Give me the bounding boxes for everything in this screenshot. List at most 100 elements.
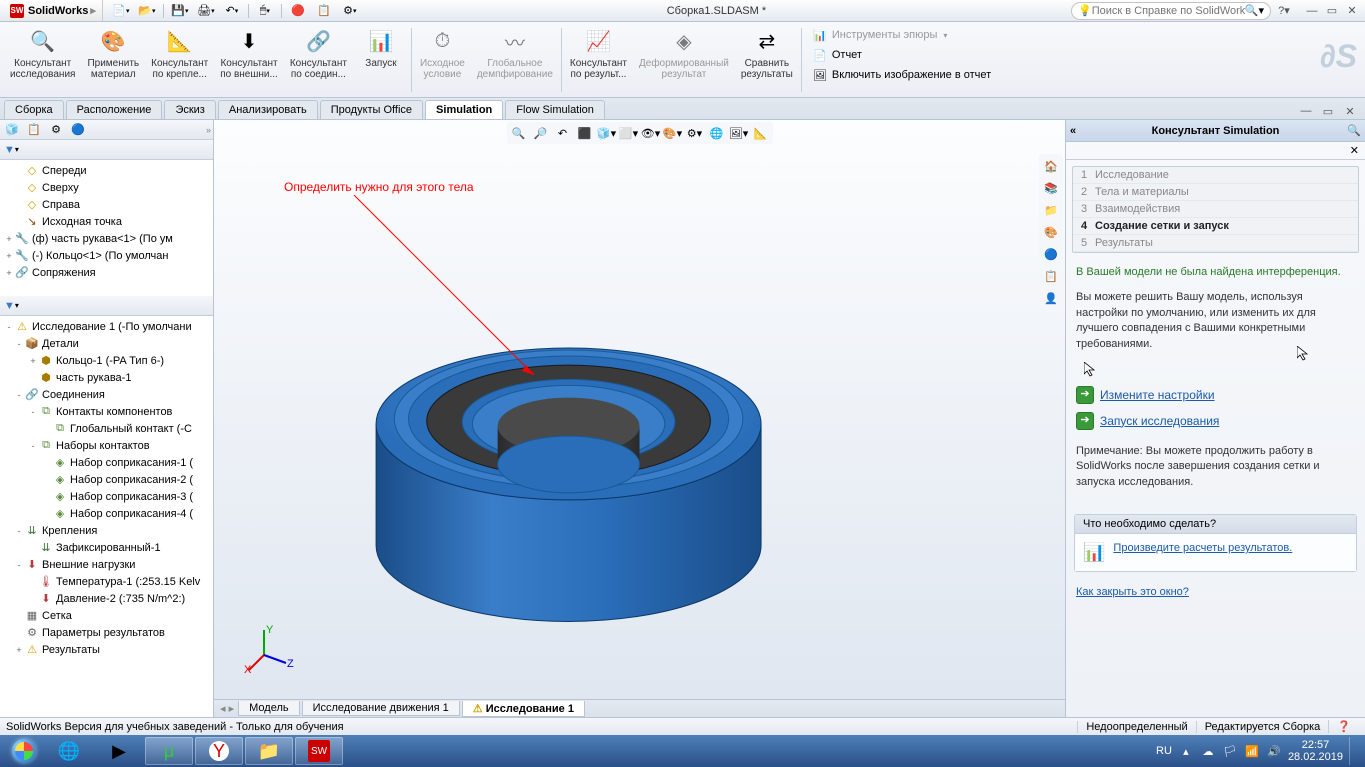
motion-tab-0[interactable]: Модель — [238, 701, 299, 716]
task-utorrent[interactable]: μ — [145, 737, 193, 765]
ribbon-item-0[interactable]: 🔍Консультантисследования — [4, 24, 81, 82]
undo-button[interactable]: ↶▾ — [220, 2, 244, 20]
tab-анализировать[interactable]: Анализировать — [218, 100, 318, 119]
tray-clock[interactable]: 22:57 28.02.2019 — [1288, 739, 1343, 763]
ribbon-side-1[interactable]: 📄Отчет — [810, 46, 993, 64]
ribbon-item-1[interactable]: 🎨Применитьматериал — [81, 24, 145, 82]
task-explorer[interactable]: 📁 — [245, 737, 293, 765]
consultant-step-4[interactable]: 5Результаты — [1073, 235, 1358, 252]
minimize-button[interactable]: — — [1303, 3, 1321, 19]
show-desktop-button[interactable] — [1349, 737, 1357, 765]
tree-filter[interactable]: ▼▾ — [0, 140, 213, 160]
tab-simulation[interactable]: Simulation — [425, 100, 503, 119]
tree-node[interactable]: ◇Сверху — [0, 179, 213, 196]
calc-results-link[interactable]: Произведите расчеты результатов. — [1113, 542, 1292, 554]
lang-indicator[interactable]: RU — [1156, 745, 1172, 757]
consultant-step-3[interactable]: 4Создание сетки и запуск — [1073, 218, 1358, 235]
tab-flow simulation[interactable]: Flow Simulation — [505, 100, 605, 119]
tree-node[interactable]: -🔗Соединения — [0, 386, 213, 403]
task-wmp[interactable]: ▶ — [95, 737, 143, 765]
help-search[interactable]: 💡 🔍▾ — [1071, 2, 1271, 20]
tree-node[interactable]: ◈Набор соприкасания-4 ( — [0, 505, 213, 522]
tree-node[interactable]: ◇Справа — [0, 196, 213, 213]
rebuild-button[interactable]: 🔴 — [286, 2, 310, 20]
tree-node[interactable]: ⬢часть рукава-1 — [0, 369, 213, 386]
tree-node[interactable]: -⧉Наборы контактов — [0, 437, 213, 454]
print-button[interactable]: 🖨▾ — [194, 2, 218, 20]
ribbon-item-8[interactable]: 📈Консультантпо результ... — [564, 24, 633, 82]
consultant-step-0[interactable]: 1Исследование — [1073, 167, 1358, 184]
tree-node[interactable]: -⧉Контакты компонентов — [0, 403, 213, 420]
doc-close-button[interactable]: ✕ — [1341, 103, 1359, 119]
maximize-button[interactable]: ▭ — [1323, 3, 1341, 19]
tree-node[interactable]: -⇊Крепления — [0, 522, 213, 539]
tab-расположение[interactable]: Расположение — [66, 100, 163, 119]
ribbon-item-4[interactable]: 🔗Консультантпо соедин... — [284, 24, 353, 82]
status-help-icon[interactable]: ❓ — [1328, 720, 1359, 733]
run-study-action[interactable]: ➔ Запуск исследования — [1076, 412, 1355, 430]
tree-node[interactable]: -📦Детали — [0, 335, 213, 352]
tree-node[interactable]: ◈Набор соприкасания-2 ( — [0, 471, 213, 488]
tab-эскиз[interactable]: Эскиз — [164, 100, 215, 119]
new-button[interactable]: 📄▾ — [109, 2, 133, 20]
tree-node[interactable]: ◈Набор соприкасания-1 ( — [0, 454, 213, 471]
tree-node[interactable]: ⬇Давление-2 (:735 N/m^2:) — [0, 590, 213, 607]
tree-node[interactable]: ▦Сетка — [0, 607, 213, 624]
tree-node[interactable]: +⬢Кольцо-1 (-PA Тип 6-) — [0, 352, 213, 369]
tree-node[interactable]: ◈Набор соприкасания-3 ( — [0, 488, 213, 505]
tree-node[interactable]: +🔧(-) Кольцо<1> (По умолчан — [0, 247, 213, 264]
tray-cloud-icon[interactable]: ☁ — [1200, 743, 1216, 759]
task-ie[interactable]: 🌐 — [45, 737, 93, 765]
tree-node[interactable]: -⚠Исследование 1 (-По умолчани — [0, 318, 213, 335]
help-icon[interactable]: 🔍 — [1347, 124, 1361, 137]
tab-продукты office[interactable]: Продукты Office — [320, 100, 423, 119]
task-browser[interactable]: Y — [195, 737, 243, 765]
save-button[interactable]: 💾▾ — [168, 2, 192, 20]
tree-node[interactable]: +⚠Результаты — [0, 641, 213, 658]
tree-node[interactable]: ⧉Глобальный контакт (-С — [0, 420, 213, 437]
tree-tab-dsp[interactable]: 🔵 — [68, 121, 88, 139]
ribbon-side-2[interactable]: 🖼Включить изображение в отчет — [810, 66, 993, 84]
start-button[interactable] — [4, 737, 44, 765]
consultant-step-2[interactable]: 3Взаимодействия — [1073, 201, 1358, 218]
collapse-button[interactable]: « — [1070, 125, 1076, 137]
tree-filter-2[interactable]: ▼▾ — [0, 296, 213, 316]
change-settings-action[interactable]: ➔ Измените настройки — [1076, 386, 1355, 404]
help-button[interactable]: ?▾ — [1275, 3, 1293, 19]
3d-viewport[interactable]: 🔍 🔎 ↶ ⬛ 🧊▾ ⬜▾ 👁▾ 🎨▾ ⚙▾ 🌐 🖼▾ 📐 🏠 📚 📁 🎨 🔵 … — [214, 120, 1065, 717]
ribbon-item-2[interactable]: 📐Консультантпо крепле... — [145, 24, 214, 82]
tree-tab-cfg[interactable]: ⚙ — [46, 121, 66, 139]
tree-tab-pm[interactable]: 📋 — [24, 121, 44, 139]
doc-maximize-button[interactable]: ▭ — [1319, 103, 1337, 119]
panel-close-button[interactable]: ✕ — [1350, 144, 1359, 157]
close-button[interactable]: ✕ — [1343, 3, 1361, 19]
motion-tab-1[interactable]: Исследование движения 1 — [302, 701, 460, 716]
tray-volume-icon[interactable]: 🔊 — [1266, 743, 1282, 759]
motion-tab-2[interactable]: ⚠ Исследование 1 — [462, 701, 585, 717]
tray-chevron[interactable]: ▴ — [1178, 743, 1194, 759]
ribbon-item-10[interactable]: ⇄Сравнитьрезультаты — [735, 24, 799, 82]
tray-network-icon[interactable]: 📶 — [1244, 743, 1260, 759]
task-solidworks[interactable]: SW — [295, 737, 343, 765]
open-button[interactable]: 📂▾ — [135, 2, 159, 20]
tray-action-icon[interactable]: 🏳 — [1222, 743, 1238, 759]
tree-node[interactable]: ↘Исходная точка — [0, 213, 213, 230]
tree-node[interactable]: ⇊Зафиксированный-1 — [0, 539, 213, 556]
tree-node[interactable]: ⚙Параметры результатов — [0, 624, 213, 641]
view-triad[interactable]: Y X Z — [244, 625, 294, 675]
options-button[interactable]: 📋 — [312, 2, 336, 20]
tree-node[interactable]: 🌡Температура-1 (:253.15 Kelv — [0, 573, 213, 590]
consultant-step-1[interactable]: 2Тела и материалы — [1073, 184, 1358, 201]
tab-сборка[interactable]: Сборка — [4, 100, 64, 119]
search-input[interactable] — [1092, 5, 1245, 17]
ribbon-item-5[interactable]: 📊Запуск — [353, 24, 409, 71]
tree-tab-fm[interactable]: 🧊 — [2, 121, 22, 139]
settings-button[interactable]: ⚙▾ — [338, 2, 362, 20]
doc-minimize-button[interactable]: — — [1297, 103, 1315, 119]
tree-node[interactable]: ◇Спереди — [0, 162, 213, 179]
tree-node[interactable]: +🔧(ф) часть рукава<1> (По ум — [0, 230, 213, 247]
ribbon-item-3[interactable]: ⬇Консультантпо внешни... — [214, 24, 284, 82]
tree-node[interactable]: -⬇Внешние нагрузки — [0, 556, 213, 573]
tree-node[interactable]: +🔗Сопряжения — [0, 264, 213, 281]
search-icon[interactable]: 🔍▾ — [1245, 4, 1264, 17]
